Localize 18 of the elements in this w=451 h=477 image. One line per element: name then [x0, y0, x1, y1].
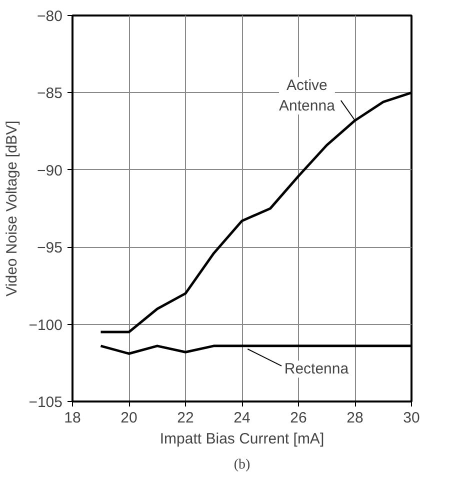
x-tick-label: 18 — [64, 410, 81, 426]
y-tick-label: −90 — [37, 162, 63, 180]
x-tick-label: 30 — [403, 410, 420, 426]
x-tick-label: 20 — [120, 410, 138, 426]
y-tick-label: −80 — [37, 8, 63, 25]
y-tick-label: −85 — [37, 85, 63, 102]
x-tick-label: 24 — [234, 410, 250, 426]
x-tick-label: 28 — [346, 410, 364, 426]
x-tick-label: 26 — [290, 410, 307, 426]
y-tick-label: −100 — [28, 316, 63, 334]
annotation: Active Antenna — [279, 77, 336, 114]
y-tick-label: −105 — [28, 394, 63, 411]
y-tick-label: −95 — [37, 240, 63, 257]
x-tick-label: 22 — [177, 410, 194, 426]
x-axis-title: Impatt Bias Current [mA] — [160, 430, 324, 448]
annotation: Rectenna — [284, 360, 350, 378]
text: (b) — [234, 458, 250, 472]
y-axis-title: Video Noise Voltage [dBV] — [4, 120, 21, 296]
